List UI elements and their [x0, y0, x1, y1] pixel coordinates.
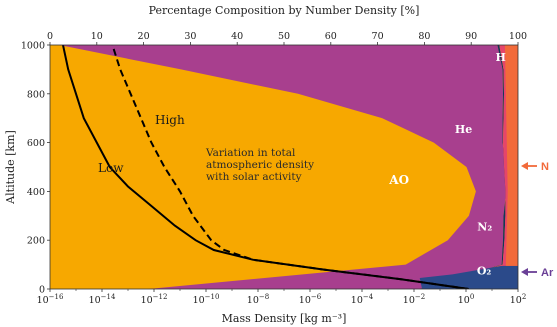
- label-series-low: Low: [98, 161, 124, 175]
- top-tick-label: 80: [418, 31, 430, 42]
- y-tick-label: 1000: [21, 41, 45, 52]
- y-tick-label: 400: [27, 187, 45, 198]
- area-o2: [419, 265, 518, 289]
- plot-area: [50, 45, 518, 289]
- top-tick-label: 70: [372, 31, 384, 42]
- top-tick-label: 20: [138, 31, 150, 42]
- y-tick-label: 0: [39, 285, 45, 296]
- label-n2: N₂: [477, 220, 492, 233]
- top-tick-label: 90: [465, 31, 477, 42]
- top-tick-label: 50: [278, 31, 290, 42]
- label-h: H: [496, 51, 506, 64]
- bottom-tick-label: 102: [510, 293, 527, 306]
- area-n: [504, 45, 518, 266]
- top-tick-label: 40: [231, 31, 243, 42]
- bottom-tick-label: 10−14: [89, 293, 116, 306]
- arrowhead-n: [521, 162, 528, 170]
- arrowhead-ar: [521, 268, 528, 276]
- bottom-tick-label: 10−10: [193, 293, 220, 306]
- top-tick-label: 60: [325, 31, 337, 42]
- label-ao: AO: [388, 173, 409, 187]
- label-o2: O₂: [477, 264, 492, 277]
- side-labels: N Ar: [521, 161, 554, 279]
- x-axis-title: Mass Density [kg m⁻³]: [222, 312, 347, 325]
- bottom-tick-label: 10−6: [299, 293, 322, 306]
- bottom-tick-label: 10−4: [351, 293, 374, 306]
- line-high: [111, 45, 469, 289]
- bottom-axis-ticks: 10−16 10−14 10−12 10−10 10−8 10−6 10−4 10−2 100 1…: [37, 289, 527, 306]
- solar-activity-annotation: Variation in total atmospheric density wit…: [205, 147, 314, 183]
- top-axis-title: Percentage Composition by Number Density…: [149, 4, 420, 17]
- bottom-tick-label: 10−12: [141, 293, 168, 306]
- top-tick-label: 0: [47, 31, 53, 42]
- top-tick-label: 30: [184, 31, 196, 42]
- bottom-tick-label: 10−16: [37, 293, 64, 306]
- label-he: He: [455, 123, 472, 136]
- top-tick-label: 100: [509, 31, 527, 42]
- y-tick-label: 600: [27, 138, 45, 149]
- composition-areas: [59, 45, 518, 289]
- y-tick-label: 200: [27, 236, 45, 247]
- label-series-high: High: [155, 113, 185, 127]
- bottom-tick-label: 10−2: [403, 293, 425, 306]
- region-labels: H He AO N₂ O₂ Low High: [98, 51, 506, 277]
- side-label-ar: Ar: [541, 267, 554, 279]
- y-axis-title: Altitude [km]: [4, 130, 17, 205]
- top-axis-ticks: 0 10 20 30 40 50 60 70 80 90 100: [47, 31, 527, 45]
- area-n: [59, 45, 507, 289]
- top-tick-label: 10: [91, 31, 103, 42]
- density-lines: [62, 45, 469, 289]
- side-label-n: N: [541, 161, 549, 173]
- y-tick-label: 800: [27, 89, 45, 100]
- bottom-tick-label: 10−8: [247, 293, 269, 306]
- bottom-tick-label: 100: [458, 293, 475, 306]
- y-axis-ticks: 0 200 400 600 800 1000: [21, 41, 50, 296]
